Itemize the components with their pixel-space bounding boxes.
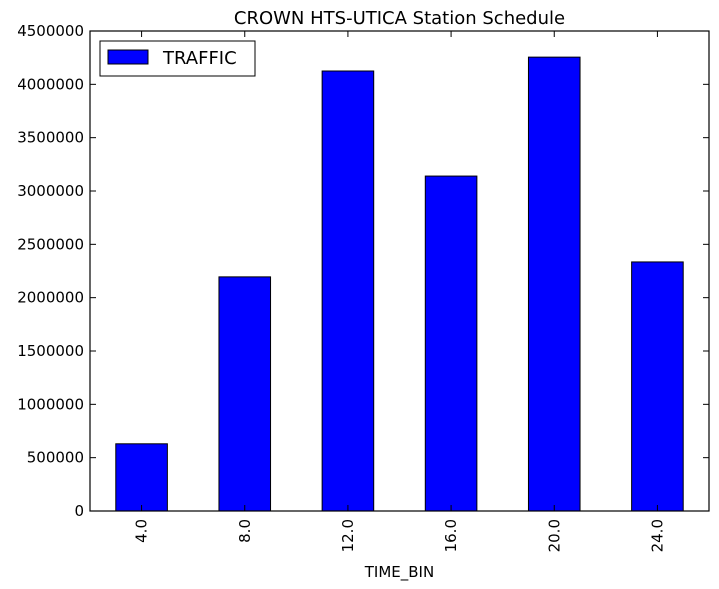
bar-12-0 bbox=[321, 70, 375, 512]
bar-16-0 bbox=[424, 175, 478, 512]
bars bbox=[115, 56, 684, 512]
chart-title: CROWN HTS-UTICA Station Schedule bbox=[234, 8, 565, 29]
y-tick-label: 3000000 bbox=[17, 182, 84, 200]
y-tick-label: 1500000 bbox=[17, 342, 84, 360]
legend: TRAFFIC bbox=[99, 40, 256, 77]
legend-swatch bbox=[107, 49, 149, 65]
plot-frame bbox=[89, 30, 710, 512]
x-tick-label: 8.0 bbox=[236, 519, 254, 543]
y-tick-label: 3500000 bbox=[17, 129, 84, 147]
bar-8-0 bbox=[218, 276, 272, 512]
x-tick-label: 4.0 bbox=[133, 519, 151, 543]
y-axis: 0 500000 1000000 1500000 2000000 2500000 30000… bbox=[17, 22, 709, 520]
x-axis-label: TIME_BIN bbox=[364, 563, 434, 582]
y-tick-label: 2000000 bbox=[17, 289, 84, 307]
y-tick-label: 4500000 bbox=[17, 22, 84, 40]
bar-20-0 bbox=[527, 56, 581, 512]
y-tick-label: 1000000 bbox=[17, 395, 84, 413]
y-tick-label: 500000 bbox=[27, 449, 84, 467]
bar-24-0 bbox=[631, 261, 684, 512]
legend-label: TRAFFIC bbox=[162, 48, 237, 69]
x-tick-label: 24.0 bbox=[648, 519, 666, 552]
x-tick-label: 16.0 bbox=[442, 519, 460, 552]
bar-4-0 bbox=[115, 443, 168, 512]
y-tick-label: 2500000 bbox=[17, 235, 84, 253]
x-tick-label: 20.0 bbox=[545, 519, 563, 552]
x-axis: 4.0 8.0 12.0 16.0 20.0 24.0 bbox=[133, 31, 666, 552]
x-tick-label: 12.0 bbox=[339, 519, 357, 552]
y-tick-label: 4000000 bbox=[17, 75, 84, 93]
y-tick-label: 0 bbox=[74, 502, 84, 520]
